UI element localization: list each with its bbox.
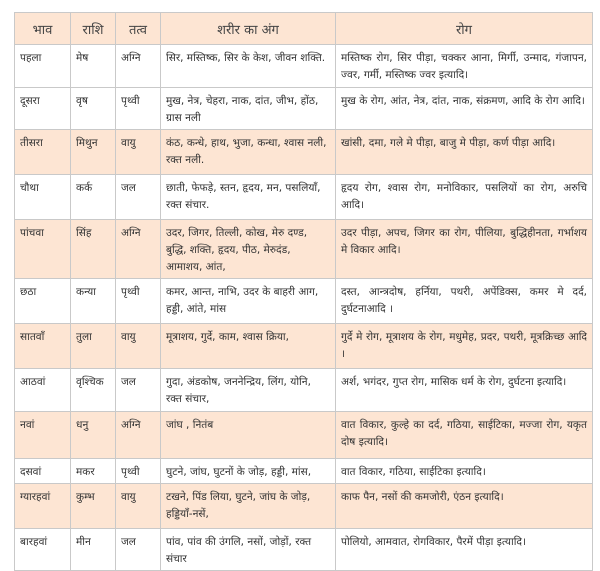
table-row: पहला मेष अग्नि सिर, मस्तिष्क, सिर के केश, ज… <box>14 44 593 88</box>
header-cell: रोग <box>335 12 593 45</box>
table-cell: नवां <box>14 411 71 459</box>
table-cell: जल <box>115 528 161 571</box>
table-cell: मीन <box>70 528 116 571</box>
header-cell: शरीर का अंग <box>160 12 336 45</box>
table-cell: सिर, मस्तिष्क, सिर के केश, जीवन शक्ति. <box>160 44 336 88</box>
table-cell: अर्श, भगंदर, गुप्त रोग, मासिक धर्म के रो… <box>335 368 593 412</box>
table-cell: वृष <box>70 87 116 130</box>
header-cell: तत्व <box>115 12 161 45</box>
header-cell: राशि <box>70 12 116 45</box>
table-cell: पांव, पांव की उंगलि, नसों, जोड़ों, रक्त … <box>160 528 336 571</box>
table-cell: मूत्राशय, गुर्दे, काम, श्वास क्रिया, <box>160 323 336 369</box>
table-cell: कमर, आन्त, नाभि, उदर के बाहरी आग, हड्डी,… <box>160 278 336 324</box>
table-cell: पृथ्वी <box>115 458 161 484</box>
table-cell: काफ पैन, नसों की कमजोरी, एंठन इत्यादि। <box>335 483 593 529</box>
table-cell: पृथ्वी <box>115 278 161 324</box>
table-row: सातवाँ तुला वायु मूत्राशय, गुर्दे, काम, श्व… <box>14 323 593 369</box>
table-cell: हृदय रोग, श्वास रोग, मनोविकार, पसलियों क… <box>335 174 593 220</box>
table-row: चौथा कर्क जल छाती, फेफड़े, स्तन, हृदय, मन, … <box>14 174 593 220</box>
table-cell: वायु <box>115 129 161 175</box>
table-row: तीसरा मिथुन वायु कंठ, कन्धे, हाथ, भुजा, कन्… <box>14 129 593 175</box>
table-cell: पृथ्वी <box>115 87 161 130</box>
table-row: छठा कन्या पृथ्वी कमर, आन्त, नाभि, उदर के बा… <box>14 278 593 324</box>
table-cell: पोलियो, आमवात, रोगविकार, पैरमें पीड़ा इत… <box>335 528 593 571</box>
table-cell: गुर्दे मे रोग, मूत्राशय के रोग, मधुमेह, … <box>335 323 593 369</box>
table-cell: धनु <box>70 411 116 459</box>
table-row: नवां धनु अग्नि जांघ , नितंब वात विकार, कुल्ह… <box>14 411 593 459</box>
table-cell: कन्या <box>70 278 116 324</box>
table-cell: मुख, नेत्र, चेहरा, नाक, दांत, जीभ, होंठ,… <box>160 87 336 130</box>
table-cell: मस्तिष्क रोग, सिर पीड़ा, चक्कर आना, मिर्… <box>335 44 593 88</box>
table-cell: मकर <box>70 458 116 484</box>
table-cell: खांसी, दमा, गले मे पीड़ा, बाजु मे पीड़ा,… <box>335 129 593 175</box>
table-cell: उदर पीड़ा, अपच, जिगर का रोग, पीलिया, बुद… <box>335 219 593 279</box>
table-cell: चौथा <box>14 174 71 220</box>
header-row: भाव राशि तत्व शरीर का अंग रोग <box>14 12 593 45</box>
table-cell: कर्क <box>70 174 116 220</box>
table-cell: टखने, पिंड लिया, घुटने, जांघ के जोड़, हड… <box>160 483 336 529</box>
table-cell: दस्त, आन्त्रदोष, हर्निया, पथरी, अपेंडिक्… <box>335 278 593 324</box>
table-cell: छाती, फेफड़े, स्तन, हृदय, मन, पसलियाँ, र… <box>160 174 336 220</box>
table-cell: जांघ , नितंब <box>160 411 336 459</box>
table-cell: पहला <box>14 44 71 88</box>
table-cell: छठा <box>14 278 71 324</box>
table-cell: वात विकार, गठिया, साईटिका इत्यादि। <box>335 458 593 484</box>
table-row: आठवां वृश्चिक जल गुदा, अंडकोष, जननेन्द्रिय,… <box>14 368 593 412</box>
table-row: दसवां मकर पृथ्वी घुटने, जांघ, घुटनों के जोड… <box>14 458 593 484</box>
table-cell: सातवाँ <box>14 323 71 369</box>
table-cell: जल <box>115 174 161 220</box>
table-cell: वात विकार, कुल्हे का दर्द, गठिया, साईटिक… <box>335 411 593 459</box>
table-cell: उदर, जिगर, तिल्ली, कोख, मेरु दण्ड, बुद्ध… <box>160 219 336 279</box>
table-row: ग्यारहवां कुम्भ वायु टखने, पिंड लिया, घुटने… <box>14 483 593 529</box>
table-row: दूसरा वृष पृथ्वी मुख, नेत्र, चेहरा, नाक, दा… <box>14 87 593 130</box>
table-cell: कुम्भ <box>70 483 116 529</box>
table-cell: दूसरा <box>14 87 71 130</box>
table-wrap: भाव राशि तत्व शरीर का अंग रोग पहला मेष अग्नि सि… <box>14 12 593 571</box>
table-cell: बारहवां <box>14 528 71 571</box>
table-cell: मुख के रोग, आंत, नेत्र, दांत, नाक, संक्र… <box>335 87 593 130</box>
table-cell: तीसरा <box>14 129 71 175</box>
table-cell: आठवां <box>14 368 71 412</box>
table-cell: गुदा, अंडकोष, जननेन्द्रिय, लिंग, योनि, र… <box>160 368 336 412</box>
table-cell: सिंह <box>70 219 116 279</box>
table-row: बारहवां मीन जल पांव, पांव की उंगलि, नसों, ज… <box>14 528 593 571</box>
table-cell: कंठ, कन्धे, हाथ, भुजा, कन्धा, श्वास नली,… <box>160 129 336 175</box>
table-cell: मेष <box>70 44 116 88</box>
table-cell: जल <box>115 368 161 412</box>
table-cell: वृश्चिक <box>70 368 116 412</box>
table-cell: वायु <box>115 483 161 529</box>
table-body: पहला मेष अग्नि सिर, मस्तिष्क, सिर के केश, ज… <box>14 44 593 571</box>
table-cell: मिथुन <box>70 129 116 175</box>
table-cell: दसवां <box>14 458 71 484</box>
table: भाव राशि तत्व शरीर का अंग रोग पहला मेष अग्नि सि… <box>14 12 593 571</box>
table-cell: घुटने, जांघ, घुटनों के जोड़, हड्डी, मांस… <box>160 458 336 484</box>
table-cell: तुला <box>70 323 116 369</box>
table-cell: वायु <box>115 323 161 369</box>
table-cell: अग्नि <box>115 411 161 459</box>
table-row: पांचवा सिंह अग्नि उदर, जिगर, तिल्ली, कोख, म… <box>14 219 593 279</box>
table-cell: अग्नि <box>115 219 161 279</box>
table-header: भाव राशि तत्व शरीर का अंग रोग <box>14 12 593 45</box>
table-cell: अग्नि <box>115 44 161 88</box>
table-cell: पांचवा <box>14 219 71 279</box>
header-cell: भाव <box>14 12 71 45</box>
table-cell: ग्यारहवां <box>14 483 71 529</box>
